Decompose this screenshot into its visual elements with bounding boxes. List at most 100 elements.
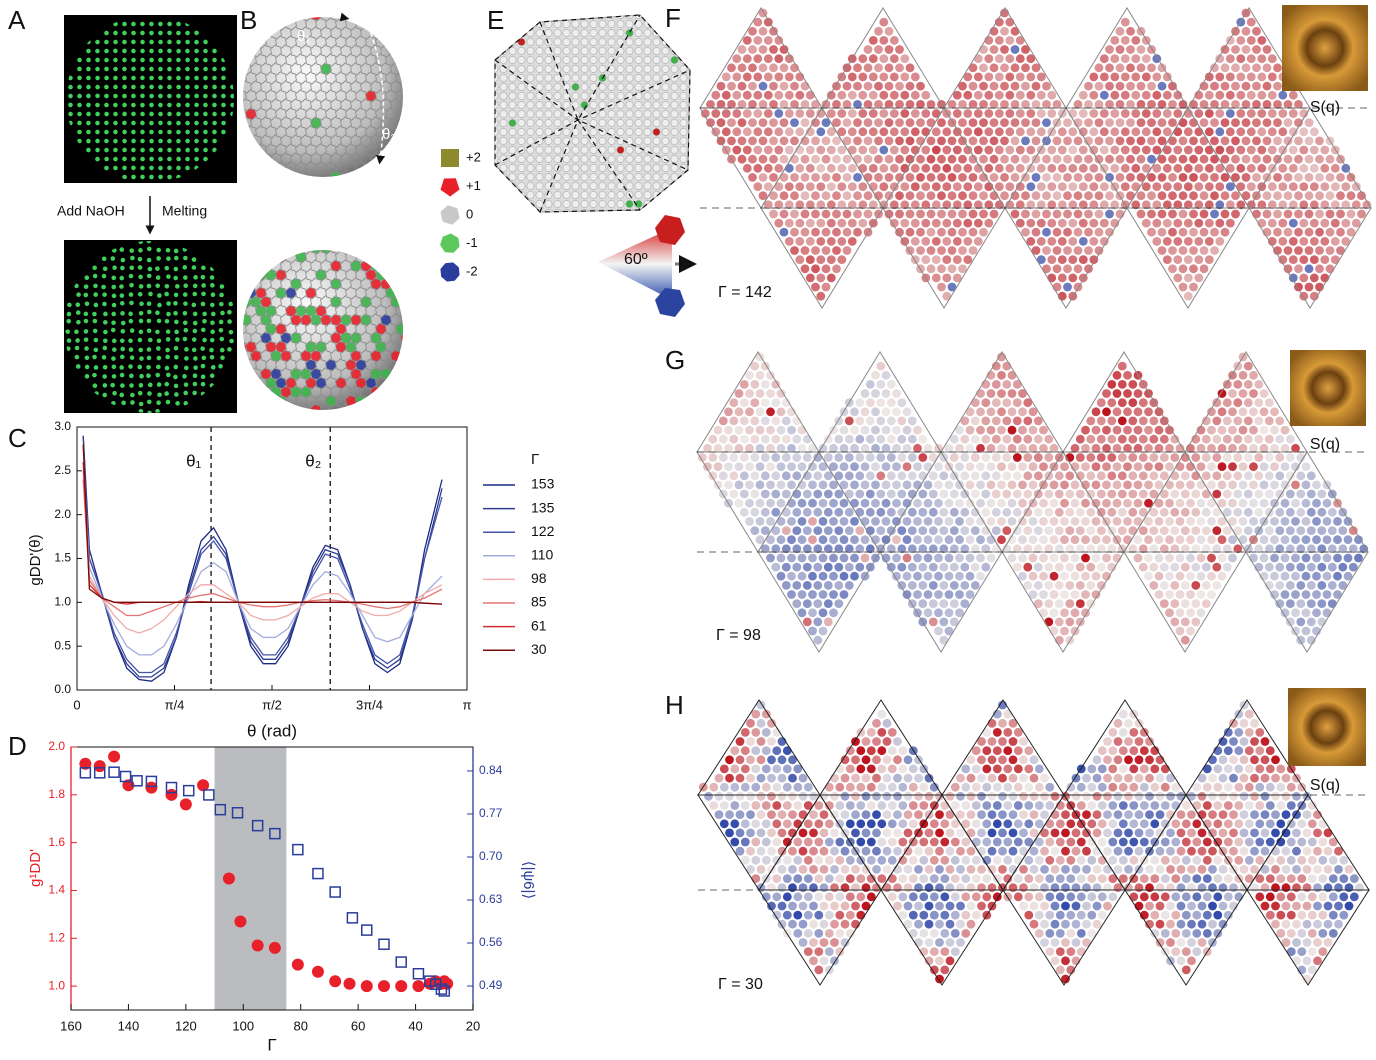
particle — [703, 444, 712, 453]
particle — [1103, 829, 1112, 838]
particle — [120, 383, 125, 388]
particle — [113, 103, 118, 108]
particle — [1024, 819, 1033, 828]
particle — [1150, 783, 1159, 792]
cell — [246, 163, 257, 174]
particle — [1176, 627, 1185, 636]
particle — [1058, 274, 1067, 283]
particle — [1145, 755, 1154, 764]
particle — [990, 63, 999, 72]
particle — [730, 783, 739, 792]
particle — [165, 348, 170, 353]
legend-shape — [440, 234, 460, 253]
cell — [276, 396, 287, 407]
particle — [782, 526, 791, 535]
particle — [509, 74, 516, 81]
particle — [176, 112, 181, 117]
particle — [1294, 137, 1303, 146]
particle — [900, 54, 909, 63]
particle — [1121, 91, 1130, 100]
particle — [1221, 118, 1230, 127]
particle — [1119, 783, 1128, 792]
particle — [581, 137, 588, 144]
particle — [680, 101, 687, 108]
particle — [1179, 210, 1188, 219]
particle — [1294, 228, 1303, 237]
cell — [236, 127, 247, 138]
particle — [680, 173, 687, 180]
particle — [194, 157, 199, 162]
particle — [972, 765, 981, 774]
particle — [536, 110, 543, 117]
particle — [563, 164, 570, 171]
particle — [908, 526, 917, 535]
particle — [766, 517, 775, 526]
particle — [545, 146, 552, 153]
particle — [769, 137, 778, 146]
particle — [990, 173, 999, 182]
particle — [1095, 137, 1104, 146]
particle — [644, 173, 651, 180]
cell — [351, 172, 362, 183]
particle — [86, 148, 91, 153]
particle — [1181, 563, 1190, 572]
particle — [948, 264, 957, 273]
particle — [563, 182, 570, 189]
particle — [745, 517, 754, 526]
particle — [1037, 219, 1046, 228]
particle — [774, 164, 783, 173]
particle — [1207, 426, 1216, 435]
particle — [500, 38, 507, 45]
particle — [545, 65, 552, 72]
particle — [220, 355, 225, 360]
particle — [85, 365, 90, 370]
particle — [509, 38, 516, 45]
particle — [1177, 810, 1186, 819]
particle — [942, 146, 951, 155]
particle — [1016, 164, 1025, 173]
particle — [518, 155, 525, 162]
particle — [772, 801, 781, 810]
particle — [808, 554, 817, 563]
particle — [617, 164, 624, 171]
particle — [748, 173, 757, 182]
particle — [1179, 228, 1188, 237]
particle — [808, 499, 817, 508]
particle — [1286, 453, 1295, 462]
particle — [644, 128, 651, 135]
cell — [256, 163, 267, 174]
particle — [1142, 219, 1151, 228]
particle — [1029, 554, 1038, 563]
particle — [1240, 737, 1249, 746]
particle — [176, 121, 181, 126]
particle — [184, 366, 189, 371]
particle — [1032, 228, 1041, 237]
particle — [1250, 792, 1259, 801]
particle — [1286, 526, 1295, 535]
particle — [1312, 572, 1321, 581]
particle — [829, 535, 838, 544]
particle — [862, 755, 871, 764]
particle — [1194, 146, 1203, 155]
particle — [1173, 219, 1182, 228]
cell — [371, 405, 382, 416]
particle — [1124, 719, 1133, 728]
particle — [937, 210, 946, 219]
particle — [95, 58, 100, 63]
particle — [967, 792, 976, 801]
cell — [381, 261, 392, 272]
particle — [988, 810, 997, 819]
particle — [147, 310, 152, 315]
cell — [366, 252, 377, 263]
particle — [1003, 728, 1012, 737]
particle — [769, 210, 778, 219]
particle — [1282, 792, 1291, 801]
particle — [158, 112, 163, 117]
particle — [608, 74, 615, 81]
particle — [858, 219, 867, 228]
particle — [906, 210, 915, 219]
particle — [671, 119, 678, 126]
particle — [1149, 435, 1158, 444]
particle — [845, 417, 854, 426]
particle — [908, 417, 917, 426]
